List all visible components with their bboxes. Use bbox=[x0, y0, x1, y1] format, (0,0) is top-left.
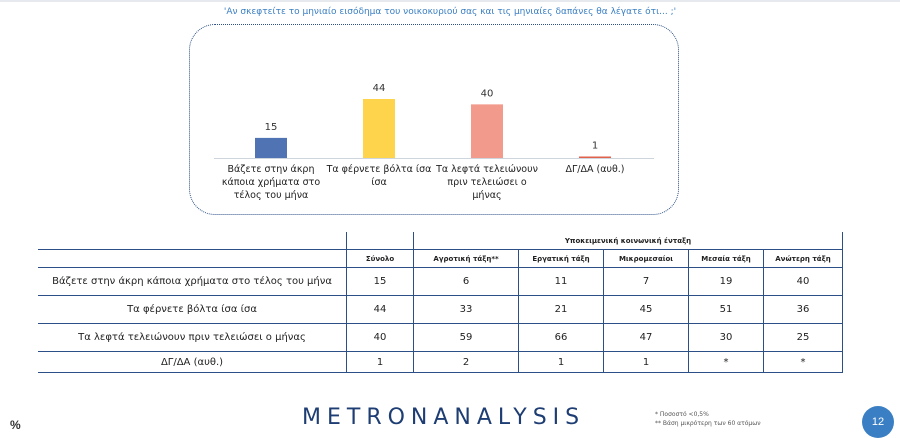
bar bbox=[255, 137, 287, 158]
bar bbox=[363, 99, 395, 158]
cell-total: 40 bbox=[346, 323, 414, 352]
table-row: Βάζετε στην άκρη κάποια χρήματα στο τέλο… bbox=[38, 267, 843, 296]
cell: 1 bbox=[603, 351, 689, 373]
bar bbox=[579, 156, 611, 158]
cell: 36 bbox=[763, 295, 843, 324]
category-label: ΔΓ/ΔΑ (αυθ.) bbox=[565, 164, 625, 175]
cell: 21 bbox=[518, 295, 604, 324]
footnote: * Ποσοστό <0,5% bbox=[655, 411, 709, 418]
cell-total: 1 bbox=[346, 351, 414, 373]
group-header: Υποκειμενική κοινωνική ένταξη bbox=[413, 232, 843, 250]
page-number-badge: 12 bbox=[862, 406, 894, 438]
row-label: Τα φέρνετε βόλτα ίσα ίσα bbox=[38, 295, 347, 324]
col-header: Ανώτερη τάξη bbox=[763, 249, 843, 268]
bar bbox=[471, 104, 503, 158]
bar-value-label: 15 bbox=[265, 122, 278, 133]
cell: 11 bbox=[518, 267, 604, 296]
cell: 51 bbox=[688, 295, 764, 324]
col-header: Μικρομεσαίοι bbox=[603, 249, 689, 268]
cell: 19 bbox=[688, 267, 764, 296]
table-row: ΔΓ/ΔΑ (αυθ.) 1 2 1 1 * * bbox=[38, 351, 843, 373]
cell: 7 bbox=[603, 267, 689, 296]
row-label: ΔΓ/ΔΑ (αυθ.) bbox=[38, 351, 347, 373]
col-header: Αγροτική τάξη** bbox=[413, 249, 519, 268]
bar-value-label: 40 bbox=[481, 88, 494, 99]
brand-logo: METRONANALYSIS bbox=[302, 405, 586, 430]
cell: 2 bbox=[413, 351, 519, 373]
cell: 6 bbox=[413, 267, 519, 296]
cell-total: 15 bbox=[346, 267, 414, 296]
cell: 1 bbox=[518, 351, 604, 373]
bar-chart: 15 44 40 1 bbox=[214, 83, 654, 159]
row-label: Βάζετε στην άκρη κάποια χρήματα στο τέλο… bbox=[38, 267, 347, 296]
table-row: Τα φέρνετε βόλτα ίσα ίσα 44 33 21 45 51 … bbox=[38, 295, 843, 324]
chart-frame bbox=[189, 24, 679, 215]
cell-highlight: 40 bbox=[763, 267, 843, 296]
cell: 45 bbox=[603, 295, 689, 324]
cell: * bbox=[763, 351, 843, 373]
col-header: Σύνολο bbox=[346, 249, 414, 268]
footnote: ** Βάση μικρότερη των 60 ατόμων bbox=[655, 420, 761, 427]
col-header: Μεσαία τάξη bbox=[688, 249, 764, 268]
cell: 30 bbox=[688, 323, 764, 352]
cell: 25 bbox=[763, 323, 843, 352]
crosstab-table: Υποκειμενική κοινωνική ένταξη Σύνολο Αγρ… bbox=[38, 232, 843, 373]
cell: * bbox=[688, 351, 764, 373]
table-row: Τα λεφτά τελειώνουν πριν τελειώσει ο μήν… bbox=[38, 323, 843, 352]
row-label: Τα λεφτά τελειώνουν πριν τελειώσει ο μήν… bbox=[38, 323, 347, 352]
col-header: Εργατική τάξη bbox=[518, 249, 604, 268]
category-label: Τα φέρνετε βόλτα ίσα ίσα bbox=[326, 164, 432, 188]
bar-value-label: 44 bbox=[373, 83, 386, 94]
cell-highlight: 66 bbox=[518, 323, 604, 352]
percent-sign: % bbox=[10, 418, 21, 432]
chart-question: 'Αν σκεφτείτε το μηνιαίο εισόδημα του νο… bbox=[223, 7, 677, 17]
top-divider bbox=[0, 0, 900, 2]
category-label: Τα λεφτά τελειώνουν πριν τελειώσει ο μήν… bbox=[436, 164, 538, 201]
cell-total: 44 bbox=[346, 295, 414, 324]
footnotes: * Ποσοστό <0,5% ** Βάση μικρότερη των 60… bbox=[655, 410, 761, 428]
cell: 47 bbox=[603, 323, 689, 352]
cell: 33 bbox=[413, 295, 519, 324]
category-label: Βάζετε στην άκρη κάποια χρήματα στο τέλο… bbox=[221, 164, 321, 201]
cell: 59 bbox=[413, 323, 519, 352]
bar-value-label: 1 bbox=[592, 141, 598, 152]
